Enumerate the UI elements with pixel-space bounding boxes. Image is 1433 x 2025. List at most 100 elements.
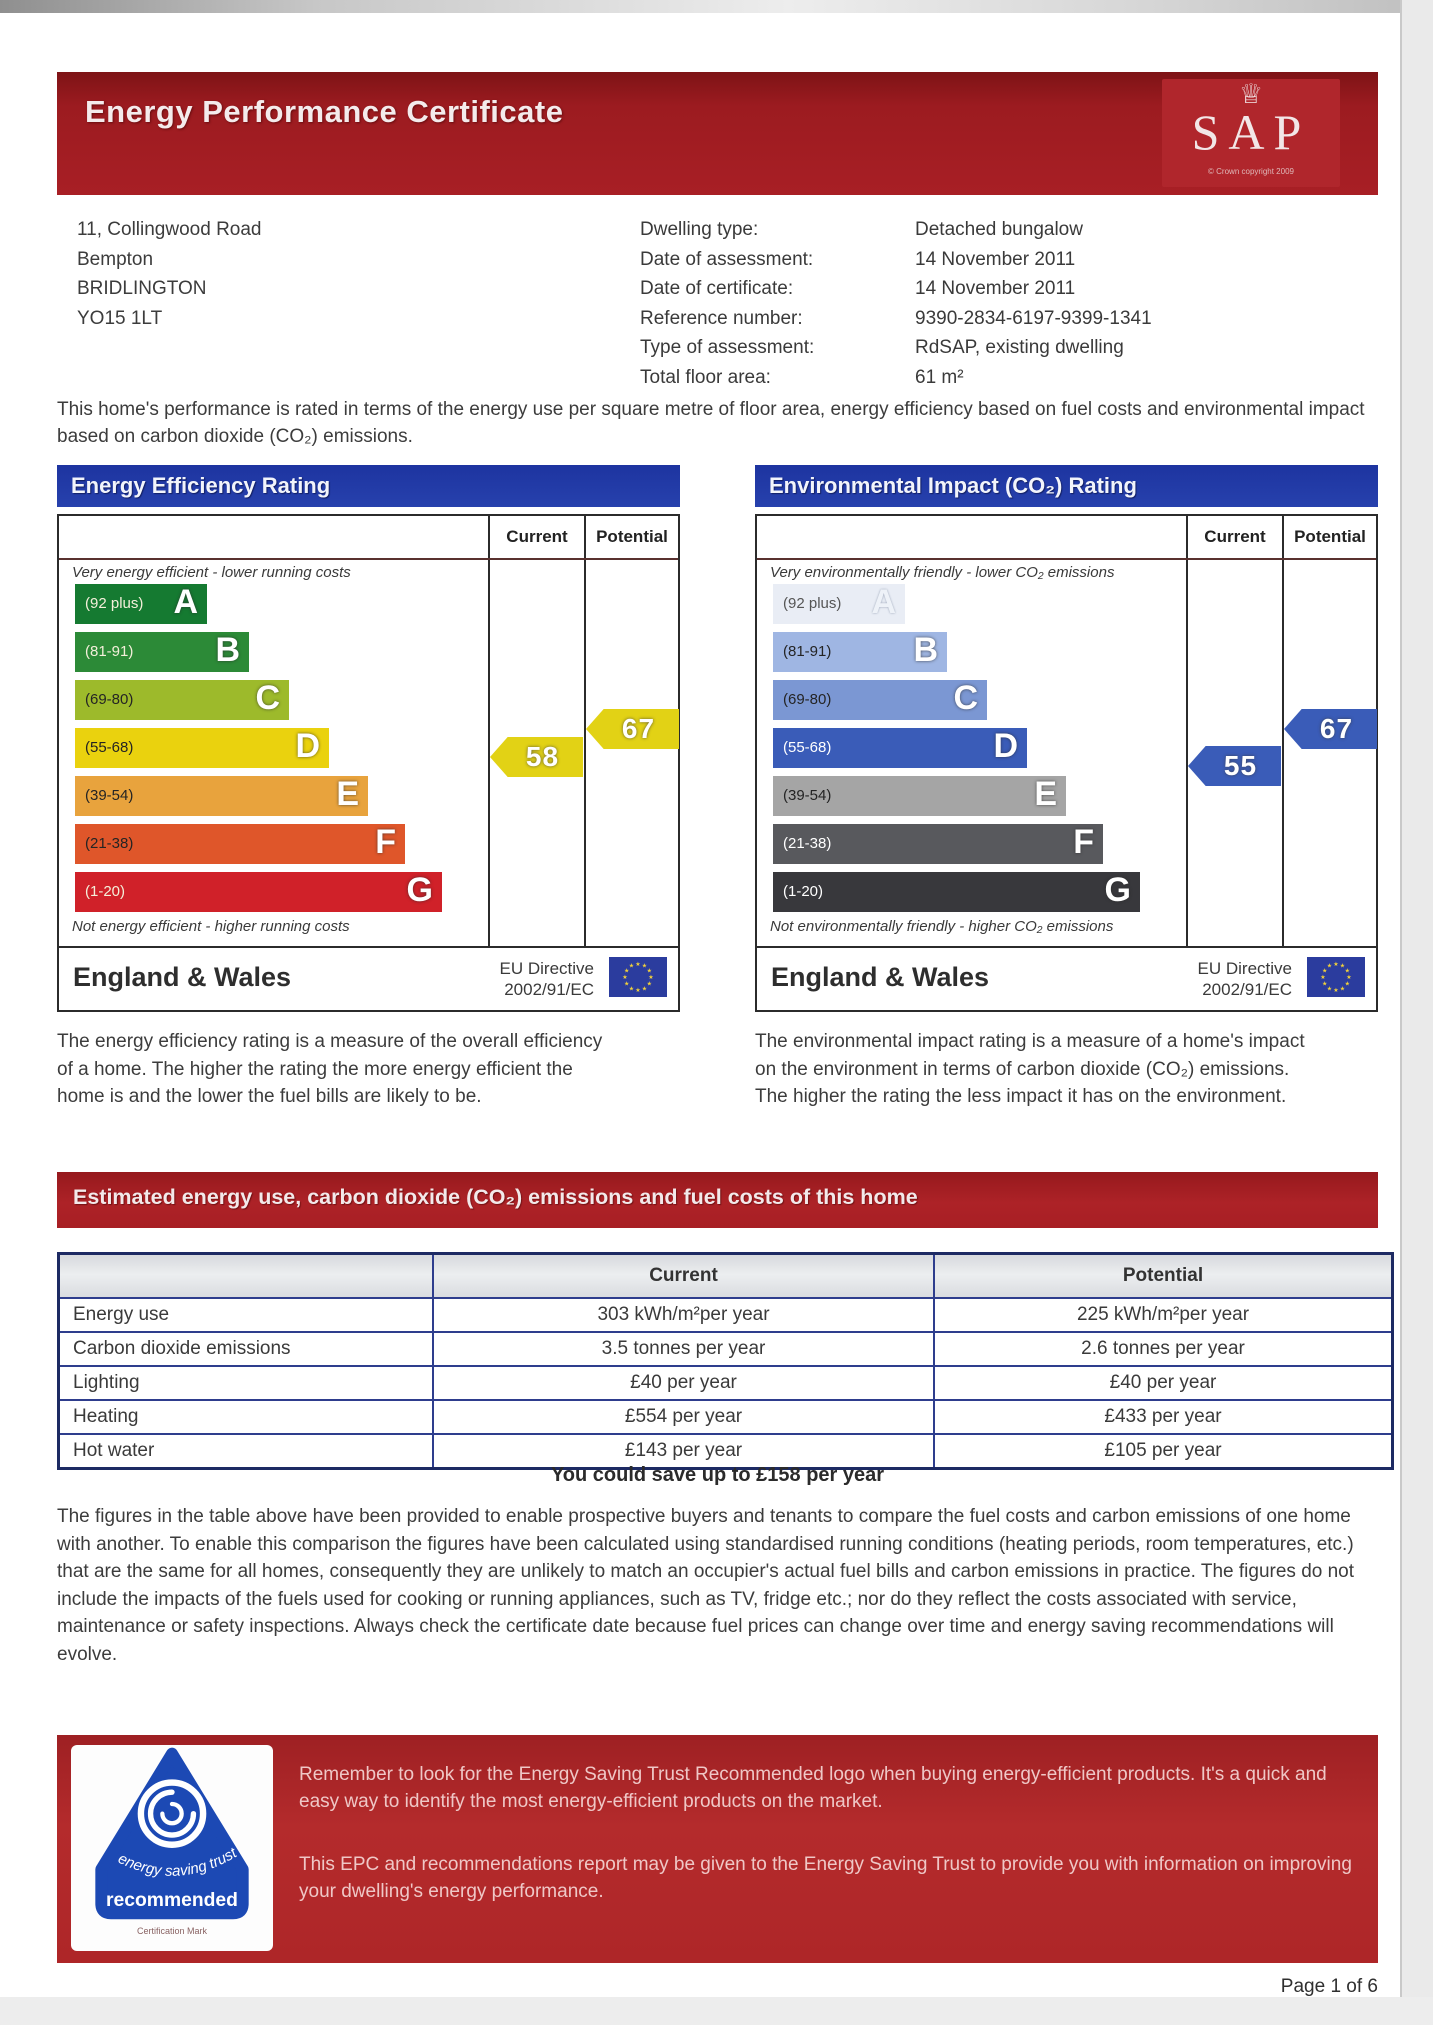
dwelling-details: Dwelling type: Detached bungalow Date of … <box>640 215 1355 392</box>
energy-rating-description: The energy efficiency rating is a measur… <box>57 1031 603 1107</box>
band-F: (21-38) F <box>773 823 1103 864</box>
svg-text:★: ★ <box>624 981 629 988</box>
svg-text:recommended: recommended <box>106 1890 238 1911</box>
svg-text:★: ★ <box>1327 963 1332 970</box>
chart-columns-header: Current Potential <box>59 516 678 560</box>
footer-paragraph: Remember to look for the Energy Saving T… <box>299 1764 1327 1812</box>
estimated-use-title: Estimated energy use, carbon dioxide (CO… <box>73 1185 918 1209</box>
detail-row: Reference number: 9390-2834-6197-9399-134… <box>640 307 1152 329</box>
table-row: Lighting £40 per year £40 per year <box>57 1365 1394 1401</box>
table-row: Heating £554 per year £433 per year <box>57 1399 1394 1435</box>
svg-text:★: ★ <box>647 981 652 988</box>
figures-note: The figures in the table above have been… <box>57 1506 1355 1665</box>
band-B: (81-91) B <box>773 631 947 672</box>
band-C: (69-80) C <box>75 679 289 720</box>
property-address: 11, Collingwood Road Bempton BRIDLINGTON… <box>77 215 262 333</box>
eu-flag-icon: ★★★ ★★★ ★★★ ★ ★★ <box>609 957 667 997</box>
svg-text:★: ★ <box>1340 985 1345 992</box>
eu-directive-label: EU Directive 2002/91/EC <box>499 959 594 999</box>
svg-text:★: ★ <box>1322 968 1327 975</box>
top-note: Very energy efficient - lower running co… <box>72 564 351 581</box>
svg-text:★: ★ <box>1333 961 1338 968</box>
svg-text:★: ★ <box>1345 981 1350 988</box>
band-G: (1-20) G <box>75 871 442 912</box>
svg-text:★: ★ <box>635 987 640 994</box>
scan-edge-right <box>1400 0 1433 2025</box>
svg-text:★: ★ <box>622 974 627 981</box>
svg-text:★: ★ <box>1345 968 1350 975</box>
band-A: (92 plus) A <box>75 583 207 624</box>
detail-row: Date of certificate: 14 November 2011 <box>640 278 1076 299</box>
environmental-impact-rating-chart: Environmental Impact (CO₂) Rating Curren… <box>755 465 1378 1012</box>
page-number: Page 1 of 6 <box>1280 1976 1378 1997</box>
crown-icon: ♕ <box>1238 79 1264 109</box>
detail-row: Type of assessment: RdSAP, existing dwell… <box>640 337 1124 358</box>
band-E: (39-54) E <box>773 775 1066 816</box>
address-line: BRIDLINGTON <box>77 278 207 299</box>
current-rating-arrow: 58 <box>490 737 583 777</box>
rating-bands: (92 plus) A (81-91) B (69-80) C (55-68) D (3… <box>773 583 1140 920</box>
estimated-use-banner: Estimated energy use, carbon dioxide (CO… <box>57 1172 1378 1228</box>
region-label: England & Wales <box>771 962 990 992</box>
band-D: (55-68) D <box>75 727 329 768</box>
certification-mark-label: Certification Mark <box>136 1926 208 1936</box>
intro-paragraph: This home's performance is rated in term… <box>57 399 1365 447</box>
chart-columns-header: Current Potential <box>757 516 1376 560</box>
energy-efficiency-rating-chart: Energy Efficiency Rating Current Potenti… <box>57 465 680 1012</box>
svg-text:★: ★ <box>624 968 629 975</box>
sap-copyright: © Crown copyright 2009 <box>1208 167 1294 176</box>
energy-saving-trust-logo: energy saving trust recommended Certific… <box>71 1745 273 1951</box>
region-label: England & Wales <box>73 962 292 992</box>
current-rating-arrow: 55 <box>1188 746 1281 786</box>
address-line: 11, Collingwood Road <box>77 219 262 240</box>
detail-row: Dwelling type: Detached bungalow <box>640 219 1083 240</box>
band-D: (55-68) D <box>773 727 1027 768</box>
scan-edge-top <box>0 0 1433 13</box>
rating-bands: (92 plus) A (81-91) B (69-80) C (55-68) D (3… <box>75 583 442 920</box>
current-column-header: Current <box>506 527 568 546</box>
sap-logo: ♕ SAP © Crown copyright 2009 <box>1162 79 1340 187</box>
table-row: Carbon dioxide emissions 3.5 tonnes per … <box>57 1331 1394 1367</box>
cost-table: Current Potential Energy use 303 kWh/m²p… <box>57 1252 1394 1470</box>
page-title: Energy Performance Certificate <box>85 94 564 129</box>
svg-text:★: ★ <box>642 985 647 992</box>
address-line: YO15 1LT <box>77 307 163 329</box>
eu-flag-icon: ★★★ ★★★ ★★★ ★ ★★ <box>1307 957 1365 997</box>
potential-rating-arrow: 67 <box>1284 709 1377 749</box>
bottom-note: Not energy efficient - higher running co… <box>72 918 350 935</box>
potential-rating-arrow: 67 <box>586 709 679 749</box>
cost-table-header-row: Current Potential <box>57 1252 1394 1299</box>
svg-text:★: ★ <box>1346 974 1351 981</box>
band-A: (92 plus) A <box>773 583 905 624</box>
svg-text:★: ★ <box>647 968 652 975</box>
svg-text:★: ★ <box>629 963 634 970</box>
svg-text:★: ★ <box>1333 987 1338 994</box>
band-E: (39-54) E <box>75 775 368 816</box>
address-line: Bempton <box>77 248 154 270</box>
scan-edge-bottom <box>0 1997 1433 2025</box>
rating-scale: Current Potential Very environmentally f… <box>755 514 1378 948</box>
chart-title: Energy Efficiency Rating <box>57 465 680 507</box>
band-G: (1-20) G <box>773 871 1140 912</box>
current-header-cell: Current <box>432 1252 935 1299</box>
chart-title: Environmental Impact (CO₂) Rating <box>755 465 1378 507</box>
eu-directive-label: EU Directive 2002/91/EC <box>1197 959 1292 999</box>
sap-logo-text: SAP <box>1191 104 1311 160</box>
svg-text:★: ★ <box>635 961 640 968</box>
potential-column-header: Potential <box>596 527 668 546</box>
detail-row: Date of assessment: 14 November 2011 <box>640 248 1076 270</box>
rating-scale: Current Potential Very energy efficient … <box>57 514 680 948</box>
top-note: Very environmentally friendly - lower CO… <box>770 564 1115 581</box>
band-C: (69-80) C <box>773 679 987 720</box>
header-banner: Energy Performance Certificate ♕ SAP © C… <box>57 72 1378 195</box>
energy-saving-trust-banner: energy saving trust recommended Certific… <box>57 1735 1378 1963</box>
table-row: Energy use 303 kWh/m²per year 225 kWh/m²… <box>57 1297 1394 1333</box>
band-B: (81-91) B <box>75 631 249 672</box>
svg-text:★: ★ <box>1320 974 1325 981</box>
svg-text:★: ★ <box>1327 985 1332 992</box>
chart-footer: England & Wales EU Directive 2002/91/EC … <box>57 948 680 1012</box>
est-recommended-icon: energy saving trust recommended <box>95 1747 249 1920</box>
bottom-note: Not environmentally friendly - higher CO… <box>770 918 1114 935</box>
savings-line: You could save up to £158 per year <box>550 1464 885 1486</box>
table-row: Hot water £143 per year £105 per year <box>57 1433 1394 1470</box>
